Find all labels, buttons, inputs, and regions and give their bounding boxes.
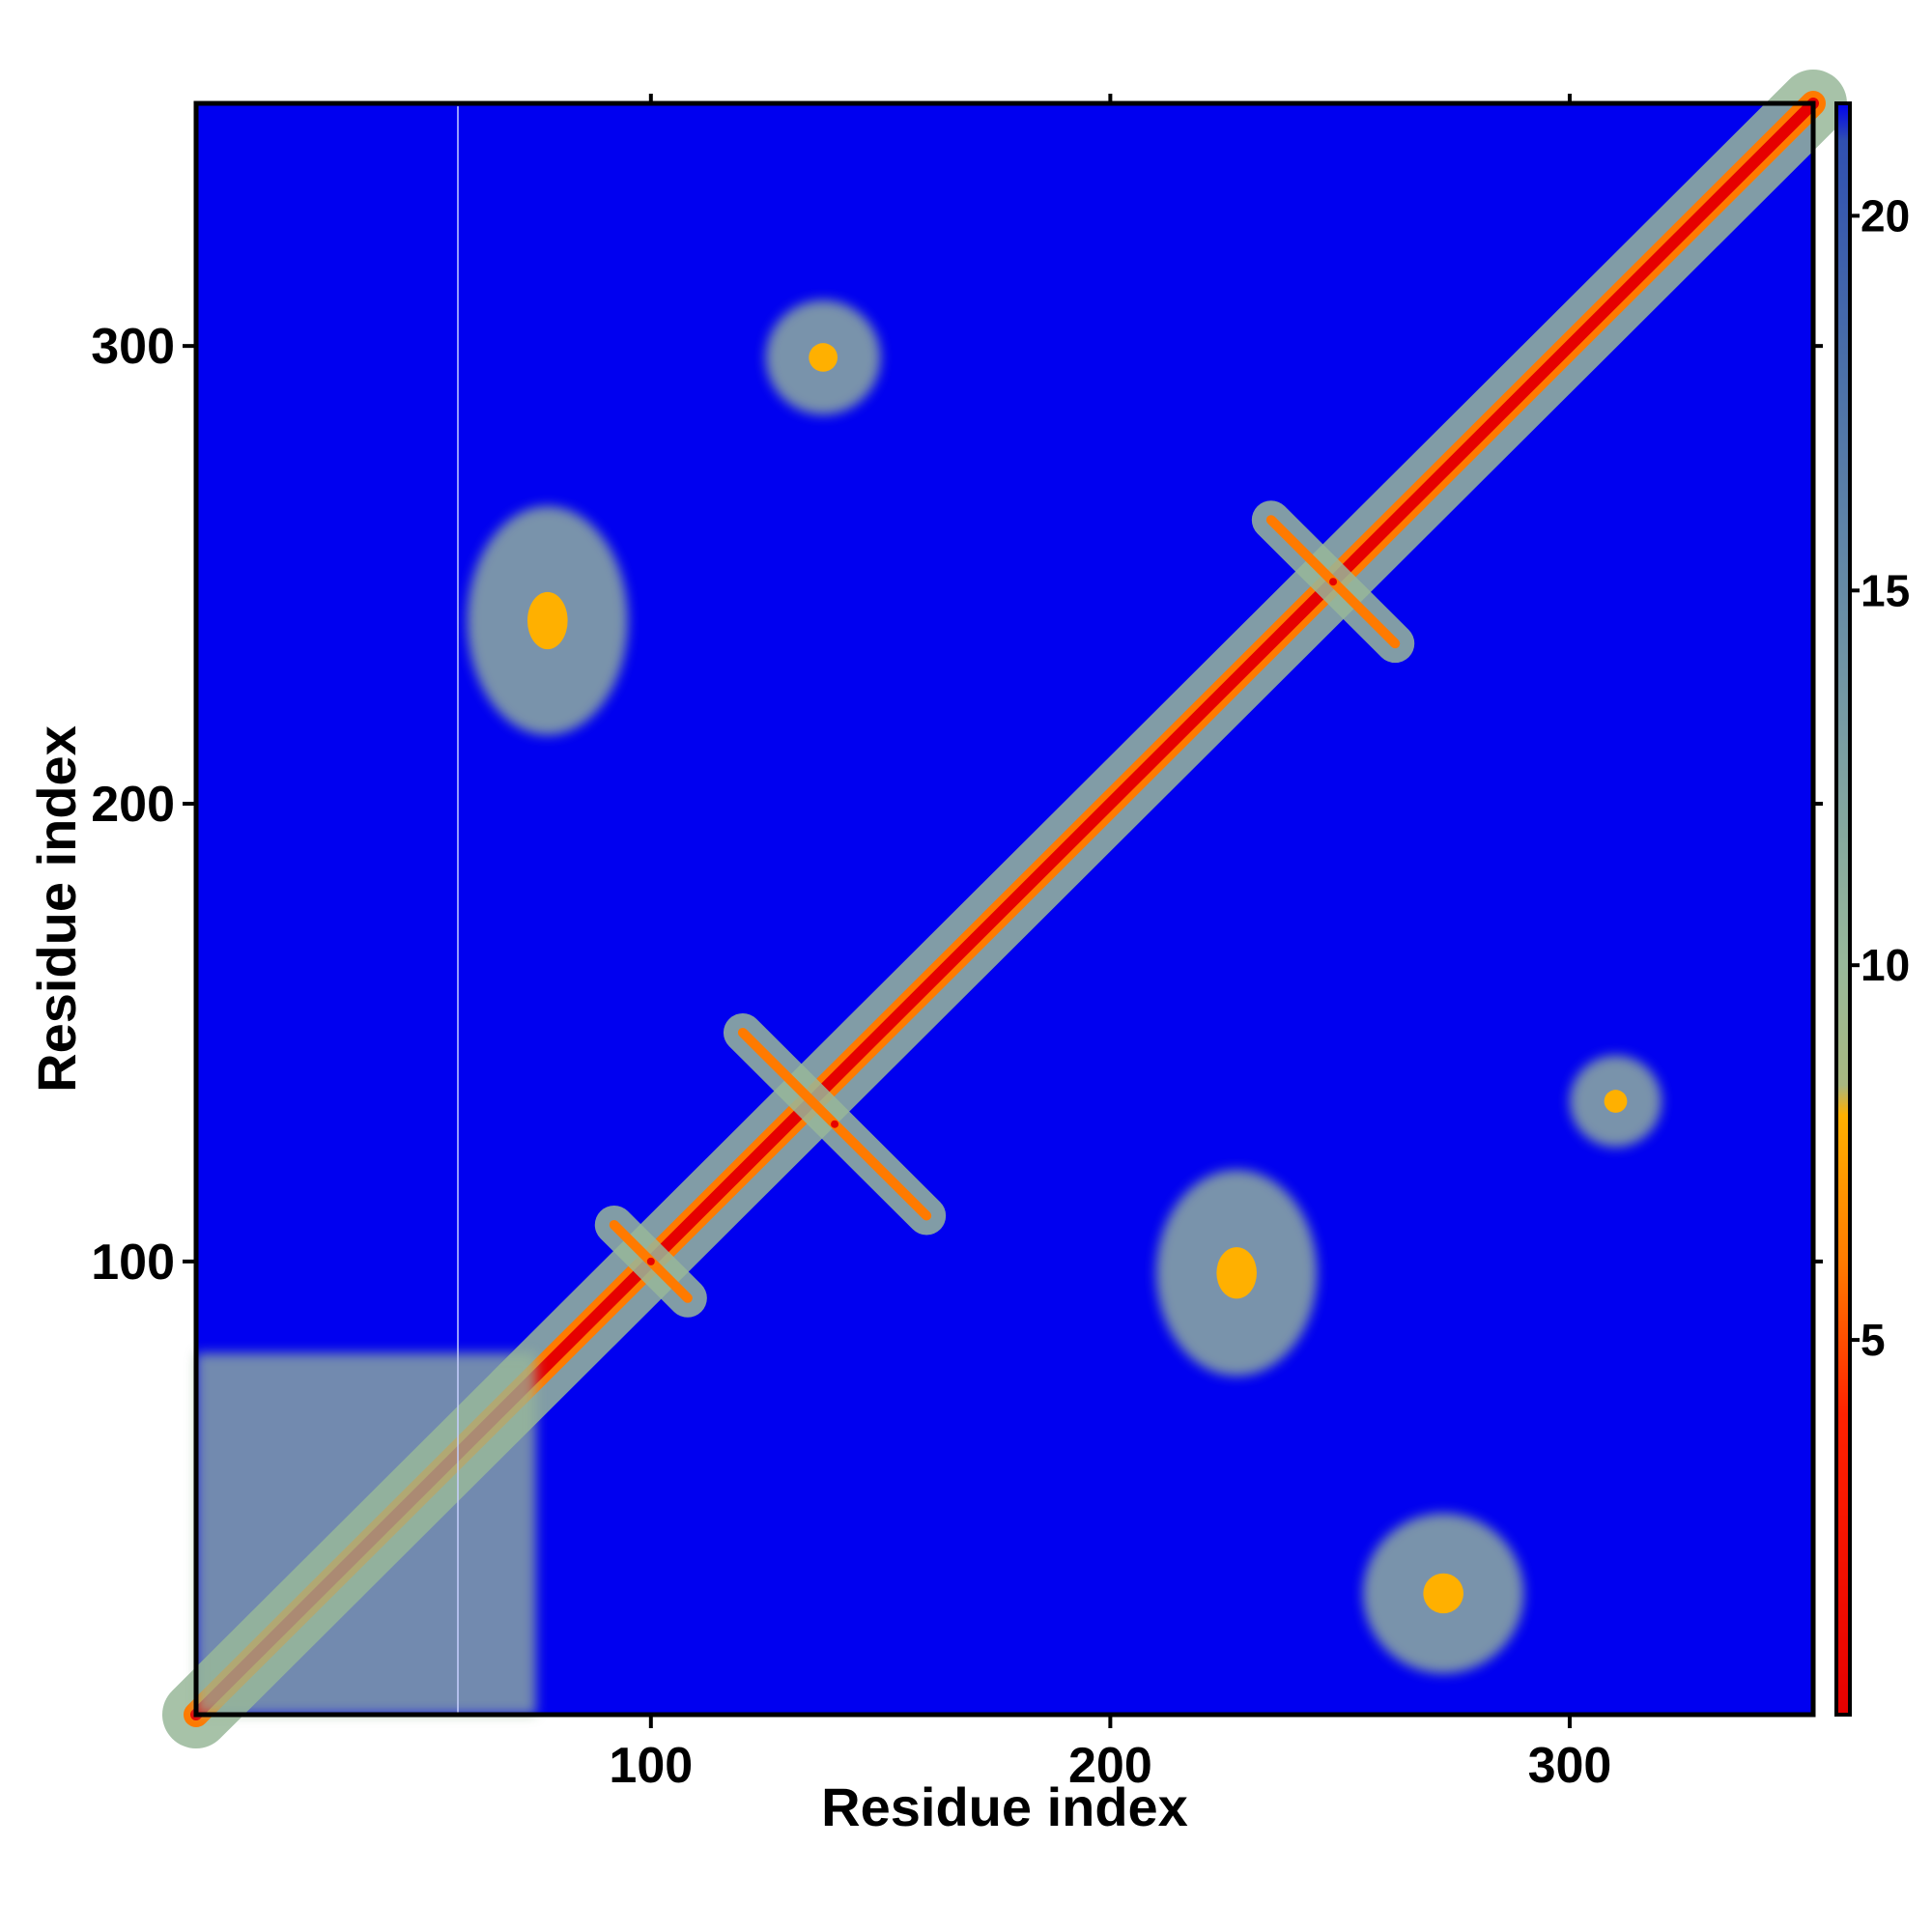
cluster-b-core (1216, 1247, 1257, 1299)
strand-pair-2-core (1329, 578, 1338, 586)
y-tick-label: 200 (91, 777, 175, 833)
x-tick-label: 300 (1528, 1738, 1612, 1794)
y-tick-label: 300 (91, 319, 175, 375)
y-axis: 100 200 300 (91, 319, 1823, 1291)
y-axis-title: Residue index (26, 725, 87, 1093)
plot-frame (193, 100, 1816, 1718)
colorbar-tick-label: 5 (1861, 1315, 1886, 1365)
colorbar-tick-label: 15 (1861, 565, 1910, 615)
x-tick-label: 200 (1068, 1738, 1152, 1794)
n-term-block (196, 1352, 536, 1715)
x-tick-label: 100 (609, 1738, 693, 1794)
colorbar-ticks: 5 10 15 20 (1850, 190, 1910, 1365)
colorbar: 5 10 15 20 (1834, 101, 1910, 1717)
colorbar-tick-label: 10 (1861, 940, 1910, 990)
cluster-e-core (527, 591, 568, 650)
x-axis: 100 200 300 (609, 94, 1611, 1794)
strand-pair-1-core (831, 1120, 839, 1128)
cluster-d-core (1604, 1090, 1628, 1113)
colorbar-fill (1834, 101, 1852, 1717)
strand-pair-3-core (646, 1257, 655, 1265)
y-tick-label: 100 (91, 1235, 175, 1291)
cluster-a-core (809, 343, 838, 372)
cluster-c-core (1423, 1573, 1463, 1614)
colorbar-tick-label: 20 (1861, 190, 1910, 241)
x-axis-title: Residue index (821, 1776, 1188, 1837)
heatmap-plot-area (162, 70, 1847, 1748)
contact-regions (162, 70, 1847, 1748)
